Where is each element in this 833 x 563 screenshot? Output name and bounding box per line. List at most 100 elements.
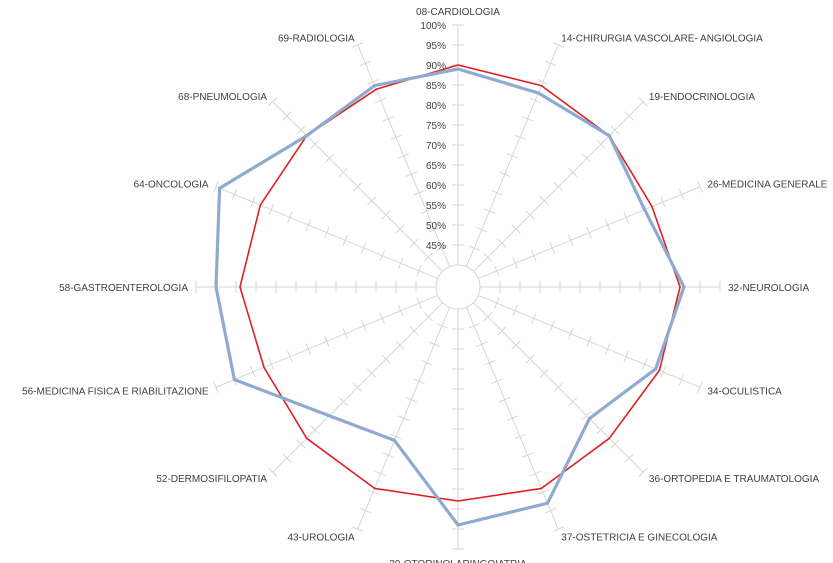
axis-tick bbox=[582, 153, 592, 163]
axis-tick bbox=[582, 411, 592, 421]
axis-tick bbox=[596, 139, 606, 149]
tick-label: 75% bbox=[426, 121, 446, 132]
axis-tick bbox=[413, 378, 425, 384]
axis-tick bbox=[610, 439, 620, 449]
axis-tick bbox=[497, 326, 507, 336]
axis-tick bbox=[310, 139, 320, 149]
axis-tick bbox=[623, 350, 629, 363]
axis-tick bbox=[539, 196, 549, 206]
axis-tick bbox=[409, 326, 419, 336]
axis-tick bbox=[352, 526, 364, 532]
axis-tick bbox=[342, 327, 349, 340]
tick-label: 60% bbox=[426, 181, 446, 192]
axis-tick bbox=[596, 425, 606, 435]
axis-tick bbox=[525, 210, 535, 220]
axis-tick bbox=[416, 297, 422, 309]
axis-tick bbox=[537, 489, 549, 495]
axis-tick bbox=[586, 226, 592, 239]
axis-tick bbox=[268, 203, 275, 216]
axis-tick bbox=[324, 226, 330, 239]
axis-tick bbox=[420, 208, 433, 214]
axis-tick bbox=[268, 97, 278, 107]
category-label: 14-CHIRURGIA VASCOLARE- ANGIOLOGIA bbox=[561, 34, 763, 45]
series-2-line bbox=[214, 67, 686, 527]
axis-tick bbox=[395, 340, 405, 350]
tick-label: 50% bbox=[426, 221, 446, 232]
axis-tick bbox=[552, 42, 564, 48]
axis-tick bbox=[361, 242, 367, 254]
axis-tick bbox=[374, 470, 387, 477]
axis-tick bbox=[483, 312, 493, 322]
axis-tick bbox=[250, 366, 256, 378]
axis-tick bbox=[405, 171, 418, 178]
axis-tick bbox=[367, 489, 379, 495]
tick-label: 65% bbox=[426, 161, 446, 172]
axis-tick bbox=[405, 396, 418, 403]
axis-tick bbox=[514, 134, 526, 141]
tick-label: 45% bbox=[426, 241, 446, 252]
axis-tick bbox=[468, 323, 480, 329]
tick-label: 55% bbox=[426, 201, 446, 212]
axis-tick bbox=[436, 245, 448, 251]
category-label: 69-RADIOLOGIA bbox=[278, 34, 355, 45]
axis-tick bbox=[521, 452, 534, 458]
axis-tick bbox=[231, 188, 238, 201]
axis-tick bbox=[678, 373, 685, 386]
axis-tick bbox=[428, 226, 441, 233]
axis-tick bbox=[529, 470, 542, 477]
category-label: 58-GASTROENTEROLOGIA bbox=[59, 283, 188, 294]
category-label: 32-NEUROLOGIA bbox=[728, 283, 809, 294]
axis-tick bbox=[367, 196, 377, 206]
axis-tick bbox=[475, 341, 488, 348]
category-label: 43-UROLOGIA bbox=[287, 532, 355, 543]
axis-tick bbox=[381, 210, 391, 220]
axis-tick bbox=[395, 224, 405, 234]
axis-tick bbox=[310, 425, 320, 435]
category-label: 64-ONCOLOGIA bbox=[134, 180, 209, 191]
axis-tick bbox=[390, 433, 402, 440]
axis-tick bbox=[268, 358, 275, 371]
axis-tick bbox=[511, 340, 521, 350]
axis-tick bbox=[512, 257, 519, 270]
axis-tick bbox=[491, 378, 503, 384]
axis-tick bbox=[382, 116, 395, 122]
axis-tick bbox=[567, 167, 578, 178]
axis-tick bbox=[641, 358, 648, 371]
axis-tick bbox=[553, 181, 564, 192]
axis-tick bbox=[359, 507, 372, 514]
category-label: 36-ORTOPEDIA E TRAUMATOLOGIA bbox=[649, 474, 820, 485]
axis-tick bbox=[359, 60, 372, 67]
axis-tick bbox=[567, 396, 578, 407]
axis-tick bbox=[544, 60, 557, 67]
axis-tick bbox=[423, 312, 433, 322]
axis-tick bbox=[352, 382, 363, 393]
axis-tick bbox=[511, 224, 521, 234]
axis-tick bbox=[436, 323, 448, 329]
axis-tick bbox=[660, 196, 666, 208]
axis-tick bbox=[475, 226, 488, 233]
axis-tick bbox=[352, 181, 363, 192]
radial-tick-labels: 45% 50% 55% 60% 65% 70% 75% 80% 85% 90% 95% 100% bbox=[420, 21, 446, 252]
axis-tick bbox=[338, 167, 349, 178]
category-label: 68-PNEUMOLOGIA bbox=[178, 92, 267, 103]
tick-label: 100% bbox=[420, 21, 446, 32]
radar-series bbox=[214, 64, 686, 527]
axis-tick bbox=[413, 190, 425, 196]
axis-tick bbox=[567, 327, 574, 340]
axis-tick bbox=[660, 366, 666, 378]
axis-tick bbox=[428, 341, 441, 348]
axis-tick bbox=[367, 368, 377, 378]
axis-tick bbox=[604, 343, 611, 355]
axis-tick bbox=[624, 111, 634, 121]
radar-grid bbox=[195, 24, 721, 550]
axis-tick bbox=[512, 304, 519, 317]
axis-tick bbox=[483, 252, 493, 262]
axis-tick bbox=[483, 208, 496, 214]
axis-tick bbox=[361, 320, 367, 332]
axis-tick bbox=[416, 265, 422, 277]
category-label: 39-OTORINOLARINGOIATRIA bbox=[389, 559, 527, 563]
category-label: 34-OCULISTICA bbox=[707, 386, 782, 397]
axis-tick bbox=[374, 97, 387, 104]
axis-tick bbox=[483, 360, 496, 366]
